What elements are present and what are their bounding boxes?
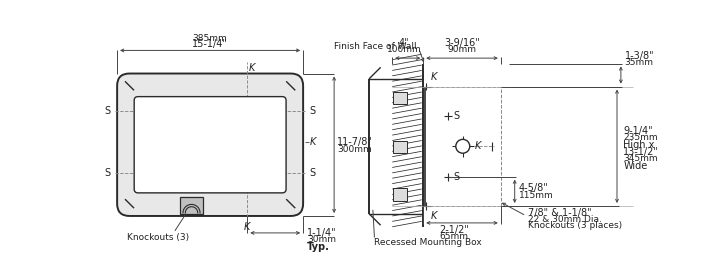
Text: 4": 4" <box>399 38 409 48</box>
Text: Finish Face of Wall: Finish Face of Wall <box>334 42 417 51</box>
Text: 235mm: 235mm <box>624 133 658 142</box>
Text: 1-3/8": 1-3/8" <box>625 51 654 61</box>
Text: 22 & 30mm Dia.: 22 & 30mm Dia. <box>528 215 602 223</box>
FancyBboxPatch shape <box>134 97 286 193</box>
FancyBboxPatch shape <box>117 74 303 216</box>
Bar <box>393 92 407 104</box>
Text: 385mm: 385mm <box>193 34 228 43</box>
Text: Wide: Wide <box>624 160 647 170</box>
Text: S: S <box>454 172 459 182</box>
Text: S: S <box>105 105 111 116</box>
Text: S: S <box>454 111 459 121</box>
Text: 100mm: 100mm <box>387 45 421 54</box>
Text: 30mm: 30mm <box>307 235 336 244</box>
Text: K: K <box>244 222 251 232</box>
Text: 345mm: 345mm <box>624 154 658 163</box>
Text: 1-1/4": 1-1/4" <box>307 228 337 238</box>
Text: 4-5/8": 4-5/8" <box>518 183 549 193</box>
Bar <box>180 198 203 215</box>
Text: 7/8" & 1-1/8": 7/8" & 1-1/8" <box>528 208 592 218</box>
Text: High x: High x <box>624 140 654 150</box>
Text: Knockouts (3): Knockouts (3) <box>127 233 189 242</box>
Bar <box>393 141 407 153</box>
Text: 90mm: 90mm <box>448 45 477 54</box>
Text: 3-9/16": 3-9/16" <box>444 38 480 48</box>
Text: K: K <box>249 63 256 73</box>
Text: S: S <box>105 168 111 178</box>
Text: K: K <box>474 141 481 151</box>
Text: S: S <box>310 168 315 178</box>
Circle shape <box>456 139 469 153</box>
Text: K: K <box>431 72 437 82</box>
Text: 9-1/4": 9-1/4" <box>624 126 653 136</box>
Text: 2-1/2": 2-1/2" <box>439 225 469 235</box>
Text: 115mm: 115mm <box>518 191 554 200</box>
Text: K: K <box>310 137 315 147</box>
Text: Typ.: Typ. <box>307 242 330 252</box>
Text: 11-7/8": 11-7/8" <box>337 137 373 147</box>
Text: Knockouts (3 places): Knockouts (3 places) <box>528 221 622 230</box>
Bar <box>393 188 407 201</box>
Text: S: S <box>310 105 315 116</box>
Text: Recessed Mounting Box: Recessed Mounting Box <box>374 237 482 247</box>
Text: 65mm: 65mm <box>440 232 469 241</box>
Text: 35mm: 35mm <box>625 58 654 67</box>
Text: 15-1/4": 15-1/4" <box>192 39 228 49</box>
Text: K: K <box>431 211 437 221</box>
Text: 13-1/2": 13-1/2" <box>624 147 659 157</box>
Text: 300mm: 300mm <box>337 145 372 154</box>
